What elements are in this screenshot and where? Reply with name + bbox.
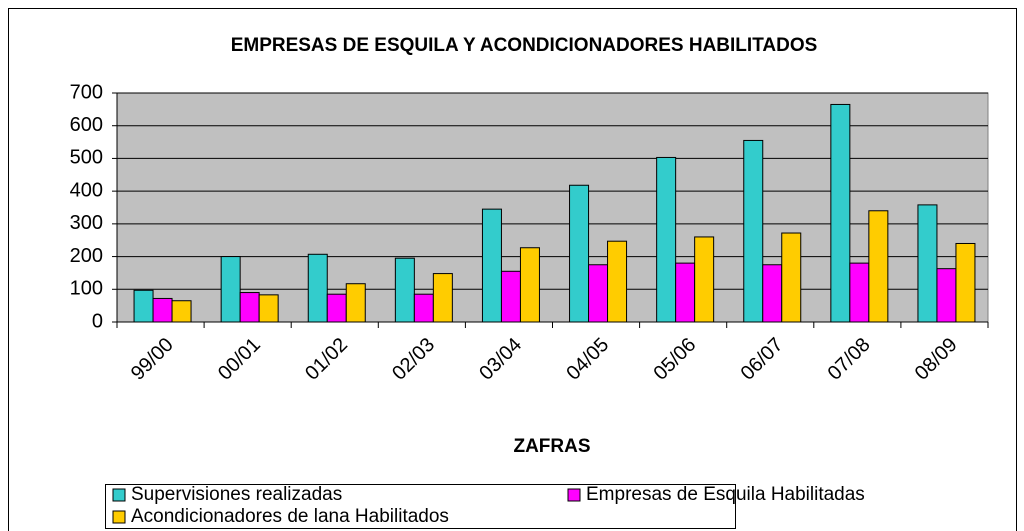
legend-box: [105, 484, 736, 529]
bar: [849, 262, 870, 323]
bar: [394, 257, 415, 323]
legend-swatch: [112, 510, 126, 524]
legend-swatch: [567, 488, 581, 502]
bar: [345, 283, 366, 323]
bar: [917, 204, 938, 323]
x-axis-label: ZAFRAS: [513, 436, 590, 457]
bar: [413, 293, 434, 323]
bar: [569, 184, 590, 323]
legend-label: Supervisiones realizadas: [131, 484, 342, 505]
bar: [307, 253, 328, 323]
bar: [607, 240, 628, 323]
bar: [133, 289, 154, 323]
bar: [519, 247, 540, 323]
y-tick-label: 100: [70, 278, 103, 300]
legend-label: Empresas de Esquila Habilitadas: [586, 484, 865, 505]
bar: [694, 236, 715, 323]
bar: [743, 139, 764, 323]
bar: [220, 256, 241, 323]
y-tick-label: 400: [70, 179, 103, 201]
bar: [500, 270, 521, 323]
bar: [239, 292, 260, 323]
y-tick-label: 600: [70, 114, 103, 136]
bar: [171, 300, 192, 323]
bar: [868, 210, 889, 323]
bar: [432, 273, 453, 323]
bar: [326, 293, 347, 323]
bar: [588, 264, 609, 323]
bar: [955, 242, 976, 323]
bar: [762, 264, 783, 323]
bar: [781, 232, 802, 323]
chart-title: EMPRESAS DE ESQUILA Y ACONDICIONADORES H…: [231, 35, 818, 56]
y-tick-label: 200: [70, 245, 103, 267]
y-tick-label: 300: [70, 212, 103, 234]
bar: [656, 156, 677, 323]
y-tick-label: 500: [70, 147, 103, 169]
legend-label: Acondicionadores de lana Habilitados: [131, 506, 449, 527]
bar: [258, 294, 279, 323]
bar: [936, 268, 957, 323]
y-tick-label: 0: [92, 310, 103, 332]
bar: [481, 208, 502, 323]
legend-swatch: [112, 488, 126, 502]
y-tick-label: 700: [70, 81, 103, 103]
bar: [830, 103, 851, 323]
bar: [675, 262, 696, 323]
bar: [152, 297, 173, 323]
